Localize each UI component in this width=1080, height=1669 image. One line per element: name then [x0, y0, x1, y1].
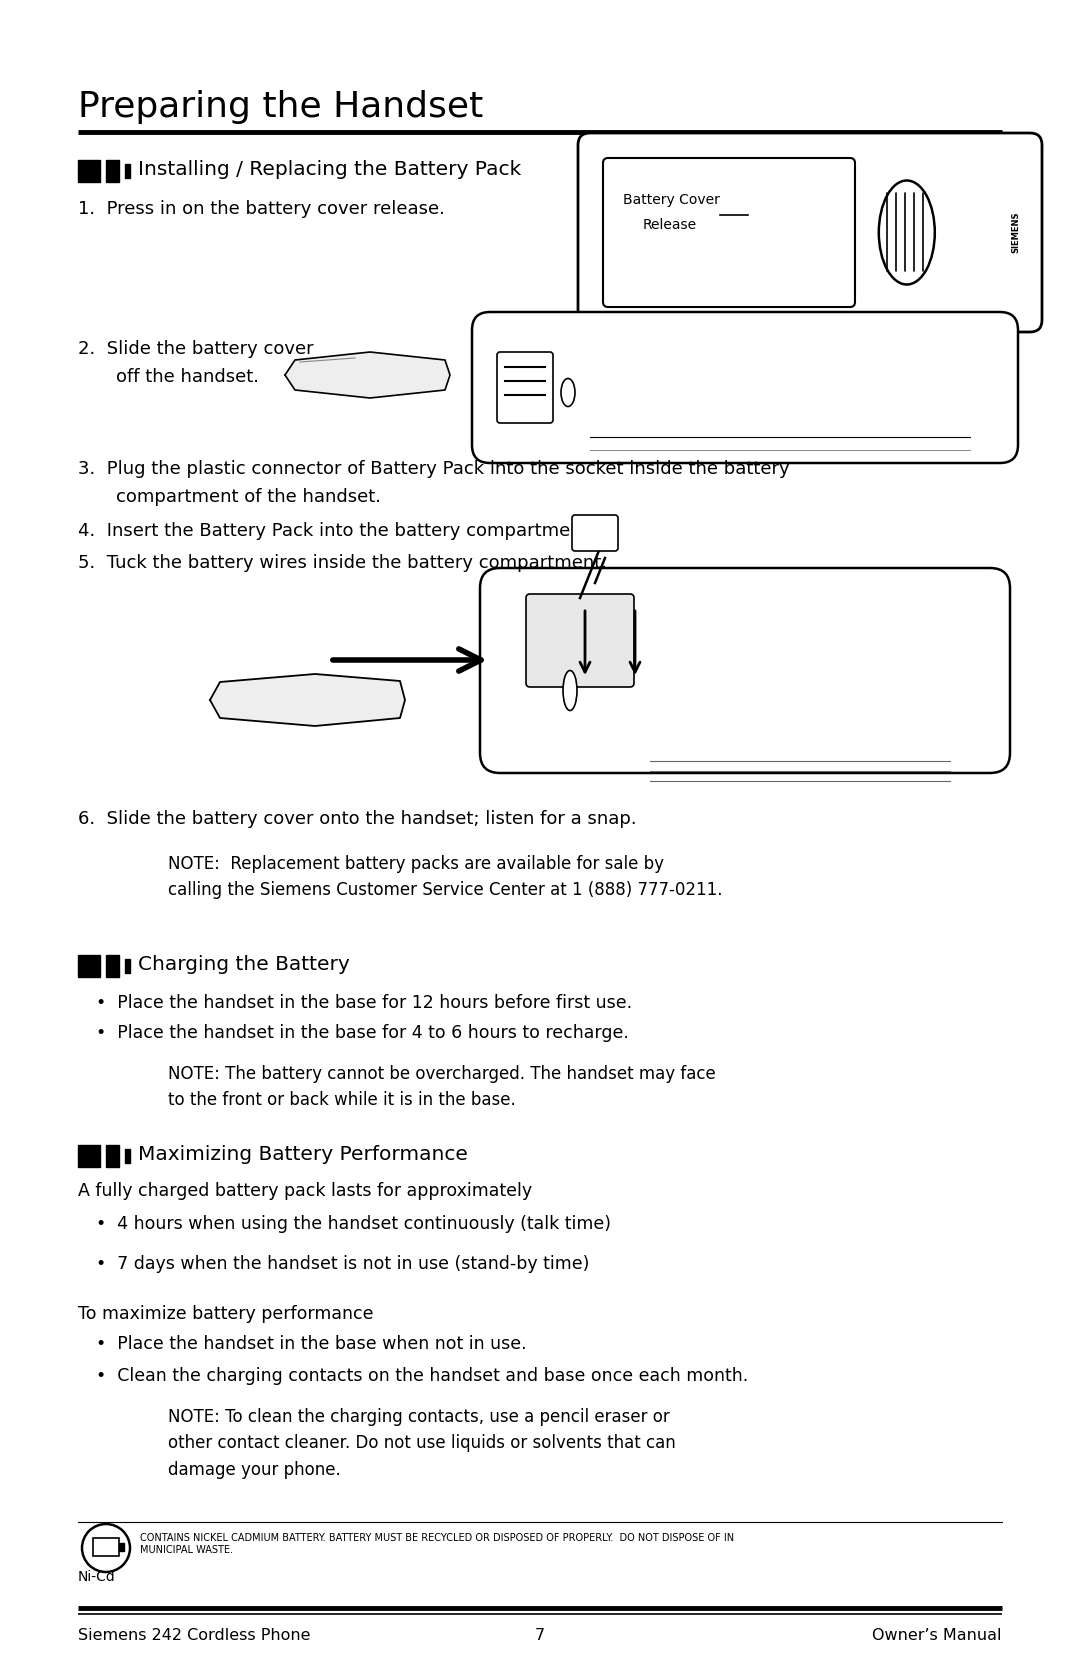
Bar — [106, 955, 119, 976]
Text: SIEMENS: SIEMENS — [1012, 212, 1021, 254]
Text: •  Place the handset in the base when not in use.: • Place the handset in the base when not… — [96, 1335, 527, 1354]
Text: 5.  Tuck the battery wires inside the battery compartment.: 5. Tuck the battery wires inside the bat… — [78, 554, 607, 572]
FancyBboxPatch shape — [472, 312, 1018, 462]
Ellipse shape — [563, 671, 577, 711]
Text: Installing / Replacing the Battery Pack: Installing / Replacing the Battery Pack — [138, 160, 522, 179]
Bar — [78, 1145, 100, 1167]
FancyBboxPatch shape — [480, 567, 1010, 773]
Text: off the handset.: off the handset. — [116, 367, 259, 386]
FancyBboxPatch shape — [578, 134, 1042, 332]
Text: •  Clean the charging contacts on the handset and base once each month.: • Clean the charging contacts on the han… — [96, 1367, 748, 1385]
Bar — [78, 160, 100, 182]
Ellipse shape — [561, 379, 575, 407]
Text: 6.  Slide the battery cover onto the handset; listen for a snap.: 6. Slide the battery cover onto the hand… — [78, 809, 636, 828]
Polygon shape — [285, 352, 450, 397]
Bar — [125, 960, 130, 973]
Text: 1.  Press in on the battery cover release.: 1. Press in on the battery cover release… — [78, 200, 445, 219]
Bar — [125, 1148, 130, 1163]
Text: 7: 7 — [535, 1627, 545, 1642]
Text: Maximizing Battery Performance: Maximizing Battery Performance — [138, 1145, 468, 1163]
FancyBboxPatch shape — [603, 159, 855, 307]
Bar — [93, 1539, 119, 1556]
Text: A fully charged battery pack lasts for approximately: A fully charged battery pack lasts for a… — [78, 1182, 532, 1200]
Bar — [78, 955, 100, 976]
Text: NOTE: The battery cannot be overcharged. The handset may face
to the front or ba: NOTE: The battery cannot be overcharged.… — [168, 1065, 716, 1110]
Text: NOTE: To clean the charging contacts, use a pencil eraser or
other contact clean: NOTE: To clean the charging contacts, us… — [168, 1409, 676, 1479]
Text: 3.  Plug the plastic connector of Battery Pack into the socket inside the batter: 3. Plug the plastic connector of Battery… — [78, 461, 789, 477]
FancyBboxPatch shape — [572, 516, 618, 551]
Polygon shape — [210, 674, 405, 726]
Text: 4.  Insert the Battery Pack into the battery compartment.: 4. Insert the Battery Pack into the batt… — [78, 522, 594, 541]
Text: Release: Release — [643, 219, 697, 232]
Text: Preparing the Handset: Preparing the Handset — [78, 90, 483, 124]
FancyBboxPatch shape — [526, 594, 634, 688]
Bar — [119, 1544, 124, 1551]
Ellipse shape — [879, 180, 935, 284]
FancyBboxPatch shape — [497, 352, 553, 422]
Bar — [106, 1145, 119, 1167]
Text: Owner’s Manual: Owner’s Manual — [873, 1627, 1002, 1642]
Text: Ni-Cd: Ni-Cd — [78, 1571, 116, 1584]
Text: NOTE:  Replacement battery packs are available for sale by
calling the Siemens C: NOTE: Replacement battery packs are avai… — [168, 855, 723, 900]
Text: •  4 hours when using the handset continuously (talk time): • 4 hours when using the handset continu… — [96, 1215, 611, 1233]
Text: Siemens 242 Cordless Phone: Siemens 242 Cordless Phone — [78, 1627, 311, 1642]
Text: Charging the Battery: Charging the Battery — [138, 955, 350, 975]
Bar — [106, 160, 119, 182]
Bar — [125, 164, 130, 179]
Text: •  7 days when the handset is not in use (stand-by time): • 7 days when the handset is not in use … — [96, 1255, 590, 1273]
Text: compartment of the handset.: compartment of the handset. — [116, 487, 381, 506]
Text: To maximize battery performance: To maximize battery performance — [78, 1305, 374, 1324]
Text: •  Place the handset in the base for 12 hours before first use.: • Place the handset in the base for 12 h… — [96, 995, 632, 1011]
Text: 2.  Slide the battery cover: 2. Slide the battery cover — [78, 340, 313, 357]
Text: Battery Cover: Battery Cover — [623, 194, 720, 207]
Text: •  Place the handset in the base for 4 to 6 hours to recharge.: • Place the handset in the base for 4 to… — [96, 1025, 629, 1041]
Text: CONTAINS NICKEL CADMIUM BATTERY. BATTERY MUST BE RECYCLED OR DISPOSED OF PROPERL: CONTAINS NICKEL CADMIUM BATTERY. BATTERY… — [140, 1534, 734, 1554]
